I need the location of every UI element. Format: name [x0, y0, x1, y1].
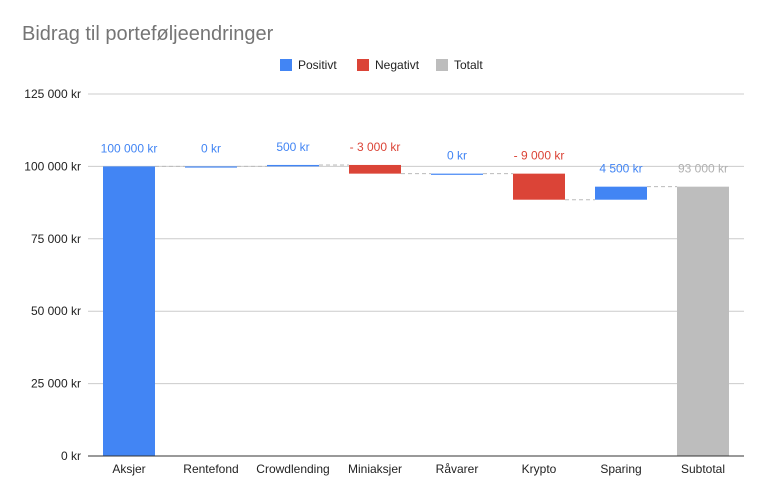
x-tick-label: Subtotal: [681, 462, 725, 476]
chart-legend: Positivt Negativt Totalt: [280, 58, 483, 72]
x-axis: Aksjer Rentefond Crowdlending Miniaksjer Råv…: [88, 455, 744, 476]
data-label: 93 000 kr: [678, 162, 728, 176]
legend-swatch: [357, 59, 369, 71]
bar-aksjer: [103, 166, 155, 456]
legend-label: Negativt: [375, 58, 420, 72]
gridlines: [88, 93, 744, 385]
y-tick-label: 25 000 kr: [31, 377, 81, 391]
bar-subtotal: [677, 186, 729, 456]
bar-råvarer: [431, 173, 483, 175]
y-tick-label: 75 000 kr: [31, 232, 81, 246]
connector-lines: [155, 164, 677, 201]
data-label: 4 500 kr: [599, 162, 642, 176]
y-tick-label: 0 kr: [61, 449, 81, 463]
bar-rentefond: [185, 166, 237, 168]
bar-krypto: [513, 173, 565, 200]
data-labels: 100 000 kr 0 kr 500 kr - 3 000 kr 0 kr - 9 00…: [101, 140, 728, 176]
x-tick-label: Krypto: [522, 462, 557, 476]
legend-item-total: Totalt: [436, 58, 483, 72]
x-tick-label: Miniaksjer: [348, 462, 402, 476]
legend-item-negative: Negativt: [357, 58, 420, 72]
bars: [103, 164, 729, 456]
legend-label: Totalt: [454, 58, 483, 72]
data-label: 100 000 kr: [101, 141, 158, 155]
data-label: 0 kr: [201, 141, 221, 155]
legend-item-positive: Positivt: [280, 58, 337, 72]
data-label: 0 kr: [447, 149, 467, 163]
x-tick-label: Crowdlending: [256, 462, 329, 476]
x-tick-label: Rentefond: [183, 462, 238, 476]
legend-swatch: [280, 59, 292, 71]
x-tick-label: Råvarer: [436, 462, 479, 476]
chart-title: Bidrag til porteføljeendringer: [22, 23, 274, 45]
y-axis: 0 kr 25 000 kr 50 000 kr 75 000 kr 100 000 k…: [24, 87, 81, 463]
legend-swatch: [436, 59, 448, 71]
bar-crowdlending: [267, 164, 319, 167]
y-tick-label: 100 000 kr: [24, 159, 81, 173]
bar-miniaksjer: [349, 164, 401, 174]
y-tick-label: 125 000 kr: [24, 87, 81, 101]
bar-sparing: [595, 186, 647, 200]
data-label: - 9 000 kr: [514, 149, 565, 163]
y-tick-label: 50 000 kr: [31, 304, 81, 318]
data-label: - 3 000 kr: [350, 140, 401, 154]
x-tick-label: Sparing: [600, 462, 641, 476]
data-label: 500 kr: [276, 140, 309, 154]
x-tick-label: Aksjer: [112, 462, 145, 476]
legend-label: Positivt: [298, 58, 337, 72]
